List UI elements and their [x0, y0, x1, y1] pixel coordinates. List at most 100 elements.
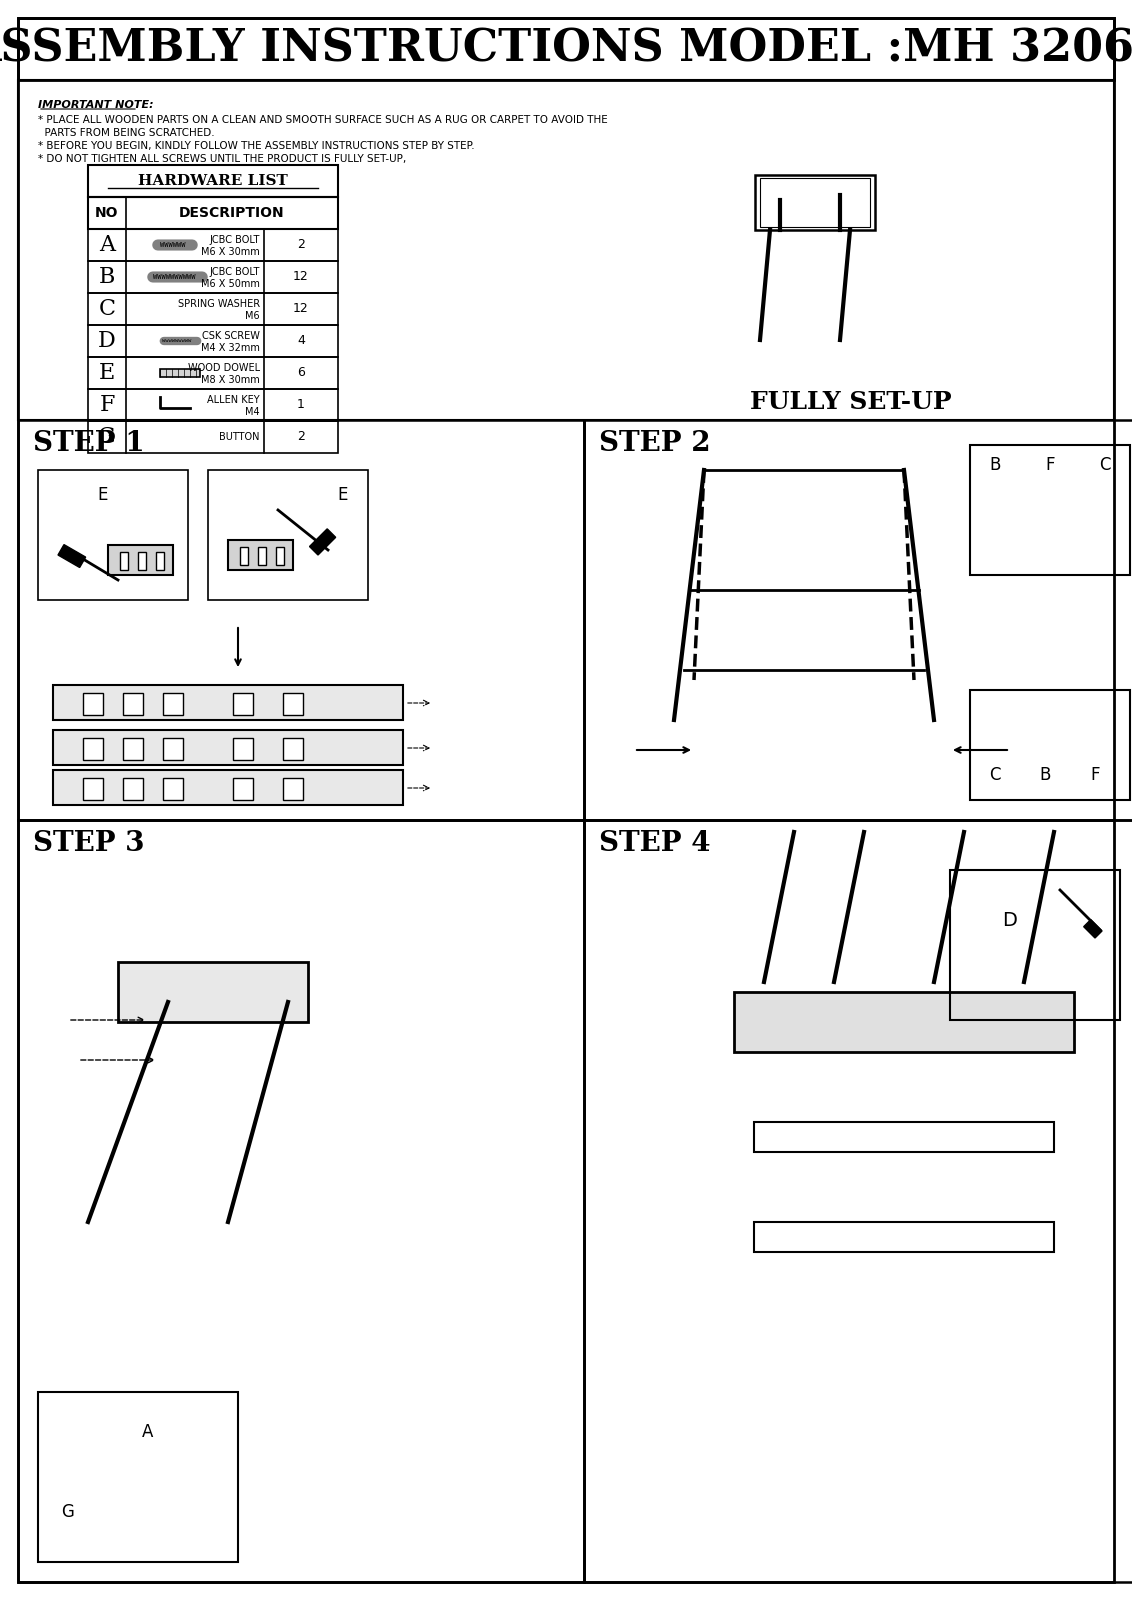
Text: STEP 4: STEP 4	[599, 830, 711, 858]
Text: STEP 2: STEP 2	[599, 430, 711, 458]
Bar	[283, 778, 303, 800]
Text: STEP 3: STEP 3	[33, 830, 145, 858]
Bar	[18, 819, 584, 1582]
Bar	[970, 445, 1130, 574]
Bar	[138, 552, 146, 570]
Bar	[123, 693, 143, 715]
Text: * BEFORE YOU BEGIN, KINDLY FOLLOW THE ASSEMBLY INSTRUCTIONS STEP BY STEP.: * BEFORE YOU BEGIN, KINDLY FOLLOW THE AS…	[38, 141, 474, 150]
Bar	[754, 1122, 1054, 1152]
Text: F: F	[1090, 766, 1100, 784]
Bar	[58, 544, 86, 568]
Bar	[53, 770, 403, 805]
Text: BUTTON: BUTTON	[220, 432, 260, 442]
Text: A: A	[98, 234, 115, 256]
Bar	[156, 552, 164, 570]
Bar	[240, 547, 248, 565]
Text: C: C	[1099, 456, 1110, 474]
Text: C: C	[989, 766, 1001, 784]
Bar	[734, 992, 1074, 1053]
Text: WWWWWW: WWWWWW	[160, 242, 186, 248]
Text: * DO NOT TIGHTEN ALL SCREWS UNTIL THE PRODUCT IS FULLY SET-UP,: * DO NOT TIGHTEN ALL SCREWS UNTIL THE PR…	[38, 154, 406, 165]
Text: F: F	[1045, 456, 1055, 474]
Text: D: D	[98, 330, 115, 352]
Text: FULLY SET-UP: FULLY SET-UP	[751, 390, 952, 414]
Bar	[233, 693, 252, 715]
Bar	[309, 530, 336, 555]
Text: PARTS FROM BEING SCRATCHED.: PARTS FROM BEING SCRATCHED.	[38, 128, 215, 138]
Bar	[233, 738, 252, 760]
Bar	[283, 738, 303, 760]
Bar	[970, 690, 1130, 800]
Bar	[18, 80, 1114, 419]
Bar	[88, 421, 338, 453]
Bar	[18, 18, 1114, 80]
Bar	[208, 470, 368, 600]
Bar	[163, 738, 183, 760]
Text: ALLEN KEY: ALLEN KEY	[207, 395, 260, 405]
Text: M4 X 32mm: M4 X 32mm	[201, 342, 260, 354]
Text: M6 X 30mm: M6 X 30mm	[201, 246, 260, 258]
Text: HARDWARE LIST: HARDWARE LIST	[138, 174, 288, 187]
Bar	[1083, 920, 1103, 938]
Bar	[123, 738, 143, 760]
Text: B: B	[98, 266, 115, 288]
Bar	[228, 541, 293, 570]
Text: IMPORTANT NOTE:: IMPORTANT NOTE:	[38, 99, 154, 110]
Text: G: G	[98, 426, 115, 448]
Bar	[754, 1222, 1054, 1251]
Bar	[88, 261, 338, 293]
Bar	[163, 693, 183, 715]
Bar	[120, 552, 128, 570]
Bar	[83, 778, 103, 800]
Text: M4: M4	[246, 406, 260, 418]
Text: ASSEMBLY INSTRUCTIONS MODEL :MH 32060: ASSEMBLY INSTRUCTIONS MODEL :MH 32060	[0, 27, 1132, 70]
Bar	[283, 693, 303, 715]
Bar	[755, 174, 875, 230]
Bar	[53, 730, 403, 765]
Text: WWWWWWWWWW: WWWWWWWWWW	[153, 274, 196, 280]
Text: 1: 1	[297, 398, 305, 411]
Text: M8 X 30mm: M8 X 30mm	[201, 374, 260, 386]
Bar	[88, 325, 338, 357]
Bar	[118, 962, 308, 1022]
Ellipse shape	[62, 1531, 74, 1542]
Bar	[233, 778, 252, 800]
Text: 2: 2	[297, 238, 305, 251]
Text: SPRING WASHER: SPRING WASHER	[178, 299, 260, 309]
Text: 4: 4	[297, 334, 305, 347]
Bar	[950, 870, 1120, 1021]
Bar	[123, 778, 143, 800]
Text: B: B	[989, 456, 1001, 474]
Text: * PLACE ALL WOODEN PARTS ON A CLEAN AND SMOOTH SURFACE SUCH AS A RUG OR CARPET T: * PLACE ALL WOODEN PARTS ON A CLEAN AND …	[38, 115, 608, 125]
Bar	[88, 389, 338, 421]
Bar	[163, 778, 183, 800]
Bar	[88, 357, 338, 389]
Text: E: E	[97, 486, 109, 504]
Bar	[83, 693, 103, 715]
Ellipse shape	[172, 434, 179, 440]
Bar	[38, 470, 188, 600]
Bar	[108, 546, 173, 574]
Bar	[584, 419, 1132, 819]
Bar	[88, 293, 338, 325]
Text: NO: NO	[95, 206, 119, 219]
Text: CSK SCREW: CSK SCREW	[203, 331, 260, 341]
Text: DESCRIPTION: DESCRIPTION	[179, 206, 285, 219]
Text: 12: 12	[293, 270, 309, 283]
Bar	[88, 197, 338, 229]
Bar	[83, 738, 103, 760]
Text: C: C	[98, 298, 115, 320]
Text: A: A	[143, 1422, 154, 1442]
Text: B: B	[1039, 766, 1050, 784]
Bar	[584, 819, 1132, 1582]
Bar	[160, 370, 200, 378]
Text: D: D	[1003, 910, 1018, 930]
Text: 12: 12	[293, 302, 309, 315]
Bar	[760, 178, 871, 227]
Text: M6: M6	[246, 310, 260, 322]
Ellipse shape	[168, 306, 182, 312]
Text: STEP 1: STEP 1	[33, 430, 145, 458]
Bar	[88, 229, 338, 261]
Bar	[53, 685, 403, 720]
Text: E: E	[98, 362, 115, 384]
